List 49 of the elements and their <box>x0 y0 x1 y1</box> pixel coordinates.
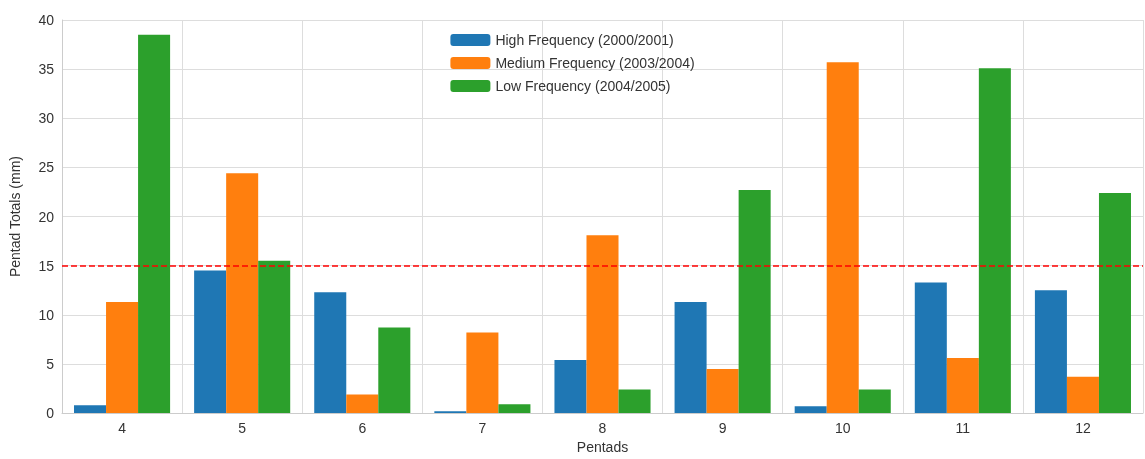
x-tick-label: 5 <box>238 420 247 437</box>
bar <box>946 358 979 414</box>
x-axis-title: Pentads <box>576 439 629 455</box>
x-tick-label: 4 <box>118 420 127 437</box>
legend-label: Low Frequency (2004/2005) <box>495 78 671 94</box>
bar <box>826 62 859 414</box>
bar <box>74 405 107 414</box>
bar <box>674 302 707 414</box>
x-tick-label: 7 <box>478 420 487 437</box>
bar <box>466 332 499 414</box>
bar <box>138 34 171 414</box>
bar <box>314 292 347 414</box>
bar <box>706 368 739 414</box>
bar <box>1034 290 1067 414</box>
y-tick-label: 5 <box>46 355 55 372</box>
x-tick-label: 12 <box>1075 420 1091 437</box>
bar <box>498 404 531 414</box>
legend-label: High Frequency (2000/2001) <box>495 32 674 48</box>
bar <box>554 360 587 414</box>
y-tick-label: 15 <box>38 257 55 274</box>
x-tick-label: 8 <box>598 420 607 437</box>
bar <box>618 389 651 414</box>
y-tick-label: 35 <box>38 61 55 78</box>
x-tick-label: 9 <box>718 420 727 437</box>
bar <box>586 235 619 414</box>
bar <box>258 260 291 414</box>
bar <box>378 327 411 414</box>
y-tick-label: 40 <box>38 12 55 28</box>
bar <box>1066 376 1099 414</box>
y-tick-label: 30 <box>38 110 55 127</box>
y-tick-label: 20 <box>38 208 55 225</box>
bar <box>914 282 947 414</box>
bar <box>738 190 771 414</box>
x-tick-label: 11 <box>955 420 971 437</box>
bar <box>194 270 227 414</box>
bar <box>226 173 259 414</box>
x-tick-label: 6 <box>358 420 367 437</box>
bar <box>106 302 139 414</box>
bar <box>346 394 379 414</box>
bar <box>794 406 827 414</box>
legend-label: Medium Frequency (2003/2004) <box>495 55 695 71</box>
bar <box>1098 192 1131 414</box>
y-tick-label: 10 <box>38 306 55 323</box>
bar <box>978 68 1011 414</box>
y-tick-label: 25 <box>38 159 55 176</box>
x-tick-label: 10 <box>834 420 851 437</box>
y-axis-title: Pentad Totals (mm) <box>7 155 23 278</box>
bar <box>858 389 891 414</box>
y-tick-label: 0 <box>46 405 55 422</box>
